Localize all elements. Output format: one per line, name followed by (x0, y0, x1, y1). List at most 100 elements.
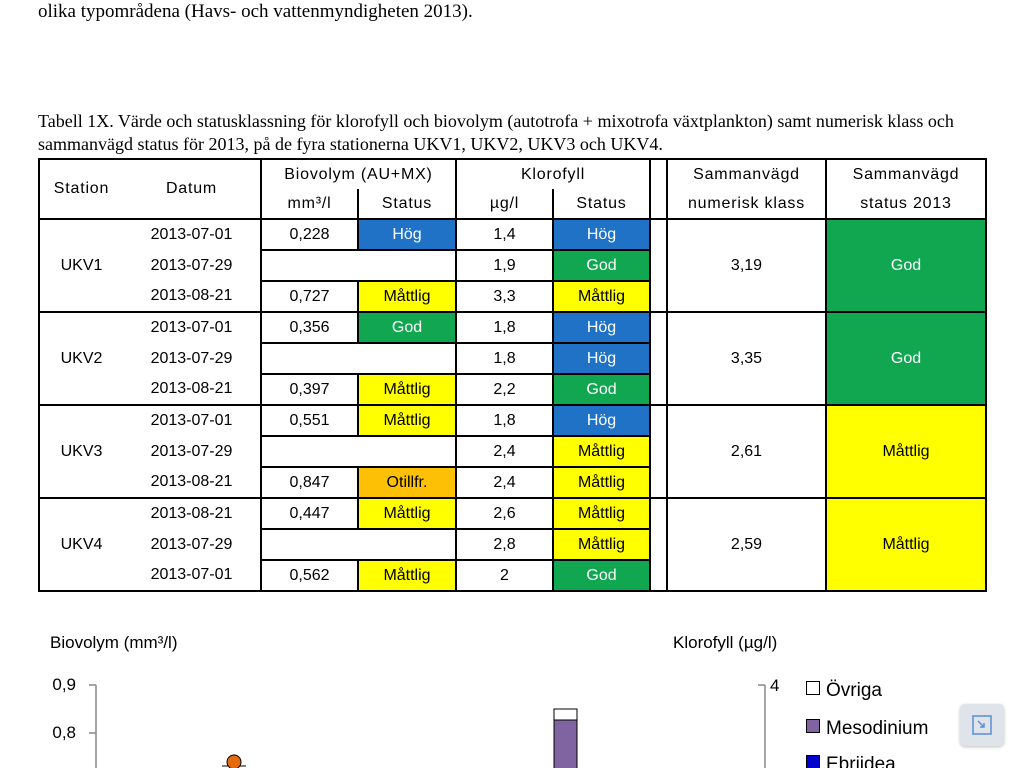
spacer-cell (650, 311, 668, 405)
klorofyll-value: 1,4 (456, 218, 554, 251)
station-name: UKV2 (38, 311, 123, 405)
biovolym-status: Otillfr. (358, 466, 457, 499)
biovolym-value: 0,228 (261, 218, 359, 251)
date-cell: 2013-07-01 (123, 404, 262, 436)
biovolym-value: 0,551 (261, 404, 359, 437)
numerisk-klass: 3,19 (667, 218, 827, 312)
table-row: 2013-08-21 0,727 Måttlig 3,3 Måttlig (39, 280, 986, 313)
klorofyll-status: Måttlig (553, 435, 651, 468)
station-name: UKV3 (38, 404, 123, 498)
biovolym-value: 0,356 (261, 311, 359, 344)
table-caption: Tabell 1X. Värde och statusklassning för… (38, 111, 954, 154)
date-cell: 2013-07-01 (123, 560, 262, 592)
numerisk-klass: 3,35 (667, 311, 827, 405)
date-cell: 2013-07-29 (123, 343, 262, 374)
klorofyll-status: Hög (553, 342, 651, 375)
header-klorofyll-status: Status (553, 189, 651, 219)
klorofyll-value: 1,8 (456, 311, 554, 344)
klorofyll-value: 2,4 (456, 435, 554, 468)
right-tick-label: 4 (770, 676, 780, 695)
klorofyll-value: 1,8 (456, 342, 554, 375)
legend-label: Övriga (826, 680, 882, 701)
collapse-button[interactable] (960, 704, 1004, 746)
numerisk-klass: 2,59 (667, 497, 827, 592)
klorofyll-value: 2 (456, 559, 554, 592)
sammanvagd-status: God (826, 218, 987, 312)
header-status-line1: Sammanvägd (826, 158, 987, 189)
biovolym-status: Måttlig (358, 404, 457, 437)
header-numerisk-line1: Sammanvägd (667, 158, 827, 189)
table-row: 2013-07-01 0,562 Måttlig 2 God (39, 559, 986, 592)
header-spacer (650, 158, 668, 219)
header-klorofyll-unit: µg/l (456, 189, 554, 219)
table-row: 2013-07-29 1,9 God (39, 249, 986, 282)
klorofyll-status: Måttlig (553, 280, 651, 313)
header-biovolym-unit: mm³/l (261, 189, 359, 219)
bar-segment-mesodinium (553, 719, 578, 768)
klorofyll-status: Hög (553, 404, 651, 437)
spacer-cell (650, 218, 668, 312)
collapse-arrows-icon (972, 715, 992, 735)
spacer-cell (650, 404, 668, 498)
biovolym-value: 0,562 (261, 559, 359, 592)
sammanvagd-status: Måttlig (826, 404, 987, 498)
klorofyll-status: Måttlig (553, 528, 651, 561)
spacer-cell (650, 497, 668, 592)
header-station: Station (38, 158, 123, 219)
header-status-line2: status 2013 (826, 189, 987, 219)
date-cell: 2013-07-01 (123, 218, 262, 250)
date-cell: 2013-07-29 (123, 250, 262, 281)
header-numerisk-line2: numerisk klass (667, 189, 827, 219)
legend-item-ovriga: Övriga (806, 680, 882, 702)
biovolym-status: God (358, 311, 457, 344)
klorofyll-status: Hög (553, 218, 651, 251)
left-axis-label: Biovolym (mm³/l) (50, 633, 178, 652)
table-row: UKV1 2013-07-01 0,228 Hög 1,4 Hög 3,19 God (38, 218, 987, 312)
klorofyll-status: God (553, 249, 651, 282)
sammanvagd-status: Måttlig (826, 497, 987, 592)
header-datum: Datum (123, 158, 262, 219)
station-name: UKV1 (38, 218, 123, 312)
header-biovolym-status: Status (358, 189, 457, 219)
biovolym-value: 0,727 (261, 280, 359, 313)
legend-label: Mesodinium (826, 718, 929, 739)
klorofyll-status: Måttlig (553, 466, 651, 499)
date-cell: 2013-07-29 (123, 436, 262, 467)
bar-segment-ovriga (553, 708, 578, 721)
biovolym-value: 0,397 (261, 373, 359, 406)
klorofyll-value: 2,6 (456, 497, 554, 530)
date-cell: 2013-08-21 (123, 467, 262, 498)
legend-label: Ebriidea (826, 754, 896, 768)
table-row: UKV2 2013-07-01 0,356 God 1,8 Hög 3,35 God (38, 311, 987, 405)
biovolym-status: Måttlig (358, 373, 457, 406)
legend-swatch (806, 681, 820, 695)
klorofyll-status: Måttlig (553, 497, 651, 530)
legend-item-ebriidea: Ebriidea (806, 754, 896, 768)
sammanvagd-status: God (826, 311, 987, 405)
date-cell: 2013-08-21 (123, 374, 262, 405)
status-table: Station Datum Biovolym (AU+MX) Klorofyll Sam… (38, 158, 987, 592)
header-biovolym: Biovolym (AU+MX) (261, 158, 457, 189)
klorofyll-value: 2,4 (456, 466, 554, 499)
table-row: 2013-07-29 2,8 Måttlig (39, 528, 986, 561)
date-cell: 2013-08-21 (123, 497, 262, 529)
biovolym-empty-cell (261, 435, 457, 468)
chlorophyll-marker (226, 754, 242, 768)
klorofyll-status: Hög (553, 311, 651, 344)
biovolym-empty-cell (261, 528, 457, 561)
right-axis-label: Klorofyll (µg/l) (673, 633, 778, 652)
biovolym-status: Måttlig (358, 497, 457, 530)
klorofyll-value: 1,9 (456, 249, 554, 282)
date-cell: 2013-07-29 (123, 529, 262, 560)
intro-text-line: olika typområdena (Havs- och vattenmyndi… (38, 1, 473, 22)
station-name: UKV4 (38, 497, 123, 592)
left-tick-label: 0,8 (52, 723, 76, 742)
header-klorofyll: Klorofyll (456, 158, 651, 189)
biovolym-status: Måttlig (358, 280, 457, 313)
biovolym-value: 0,447 (261, 497, 359, 530)
klorofyll-value: 2,8 (456, 528, 554, 561)
date-cell: 2013-08-21 (123, 281, 262, 312)
left-tick-label: 0,9 (52, 675, 76, 694)
klorofyll-value: 1,8 (456, 404, 554, 437)
legend-item-mesodinium: Mesodinium (806, 718, 928, 740)
